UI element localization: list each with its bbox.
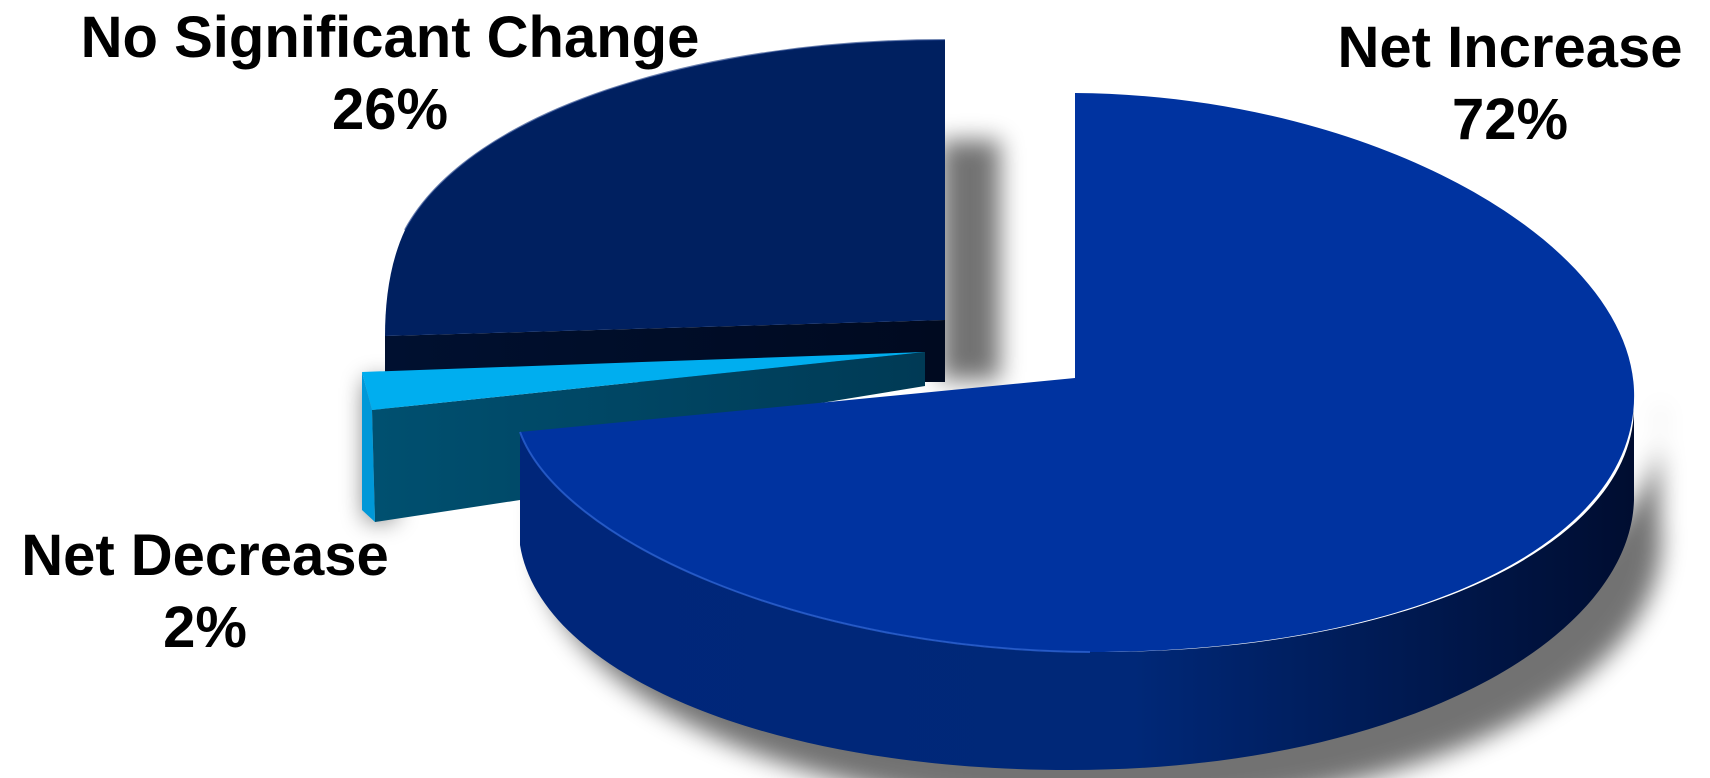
slice-net-decrease-top bbox=[362, 352, 925, 410]
label-net-decrease-name: Net Decrease bbox=[21, 523, 389, 588]
label-no-significant-change-name: No Significant Change bbox=[80, 5, 700, 70]
slice-net-decrease bbox=[362, 352, 925, 522]
label-net-increase-name: Net Increase bbox=[1337, 15, 1683, 80]
slice-net-increase bbox=[519, 93, 1635, 770]
slice-net-increase-top bbox=[520, 93, 1635, 652]
label-net-increase: Net Increase 72% bbox=[1310, 12, 1710, 156]
label-net-increase-value: 72% bbox=[1451, 87, 1569, 152]
label-net-decrease: Net Decrease 2% bbox=[0, 520, 410, 664]
label-no-significant-change: No Significant Change 26% bbox=[40, 2, 740, 146]
slice-net-decrease-side bbox=[372, 352, 925, 522]
slice-no-significant-change-top bbox=[385, 40, 945, 336]
label-no-significant-change-value: 26% bbox=[331, 77, 449, 142]
slice-net-increase-side bbox=[520, 410, 1634, 770]
label-net-decrease-value: 2% bbox=[163, 595, 247, 660]
